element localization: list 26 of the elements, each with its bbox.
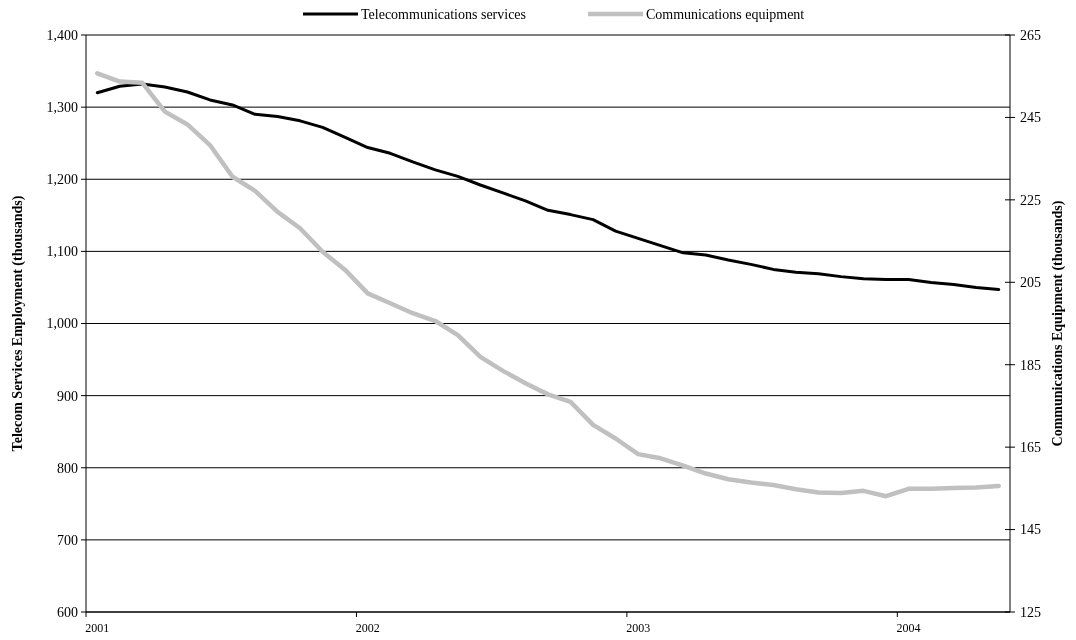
y-tick-label: 1,200 xyxy=(46,172,78,188)
y-tick-label: 600 xyxy=(57,604,78,620)
y-tick-label: 1,100 xyxy=(46,244,78,260)
y2-tick-label: 205 xyxy=(1020,275,1041,291)
y2-axis-title: Communications Equipment (thousands) xyxy=(1050,200,1066,447)
y-tick-label: 1,000 xyxy=(46,316,78,332)
legend-label: Telecommunications services xyxy=(361,6,527,22)
y-tick-label: 700 xyxy=(57,532,78,548)
y-axis-title: Telecom Services Employment (thousands) xyxy=(10,195,26,452)
y2-tick-label: 185 xyxy=(1020,357,1041,373)
y2-tick-label: 165 xyxy=(1020,440,1041,456)
y-tick-label: 1,400 xyxy=(46,27,78,43)
y-tick-label: 800 xyxy=(57,460,78,476)
y-tick-label: 900 xyxy=(57,388,78,404)
line-series xyxy=(95,71,1001,499)
y2-tick-label: 265 xyxy=(1020,27,1041,43)
y2-tick-label: 125 xyxy=(1020,604,1041,620)
y2-tick-label: 225 xyxy=(1020,192,1041,208)
x-tick-label: 2003 xyxy=(626,621,651,635)
y2-tick-label: 145 xyxy=(1020,522,1041,538)
x-tick-label: 2001 xyxy=(85,621,110,635)
y-tick-label: 1,300 xyxy=(46,100,78,116)
x-tick-label: 2002 xyxy=(355,621,380,635)
y2-tick-label: 245 xyxy=(1020,110,1041,126)
x-tick-label: 2004 xyxy=(896,621,921,635)
legend-label: Communications equipment xyxy=(646,6,805,22)
